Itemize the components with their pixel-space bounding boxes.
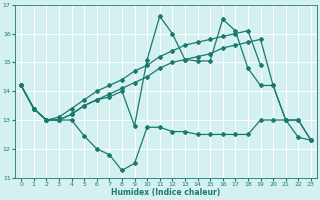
X-axis label: Humidex (Indice chaleur): Humidex (Indice chaleur): [111, 188, 221, 197]
